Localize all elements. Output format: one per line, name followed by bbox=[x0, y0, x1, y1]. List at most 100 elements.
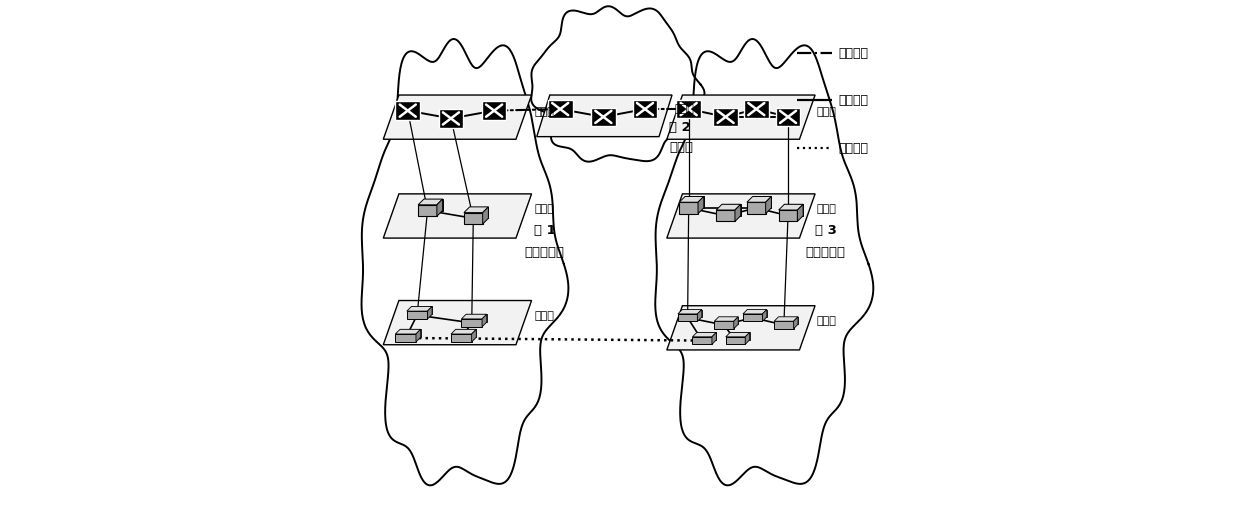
Polygon shape bbox=[746, 202, 765, 213]
Polygon shape bbox=[743, 310, 766, 314]
Polygon shape bbox=[407, 306, 432, 311]
Polygon shape bbox=[730, 333, 750, 340]
Polygon shape bbox=[482, 314, 487, 327]
Polygon shape bbox=[362, 39, 568, 485]
Polygon shape bbox=[451, 329, 476, 334]
Polygon shape bbox=[667, 95, 815, 139]
Polygon shape bbox=[722, 204, 740, 215]
Polygon shape bbox=[725, 333, 750, 337]
Polygon shape bbox=[482, 207, 489, 224]
Polygon shape bbox=[697, 310, 702, 322]
Polygon shape bbox=[667, 194, 815, 238]
Text: 核心层: 核心层 bbox=[817, 107, 837, 117]
FancyBboxPatch shape bbox=[548, 100, 573, 118]
Polygon shape bbox=[743, 314, 763, 322]
Polygon shape bbox=[396, 334, 415, 342]
Polygon shape bbox=[682, 310, 702, 317]
Polygon shape bbox=[678, 314, 697, 322]
Text: 域 3: 域 3 bbox=[815, 224, 837, 237]
Polygon shape bbox=[451, 334, 471, 342]
Polygon shape bbox=[785, 204, 804, 215]
Polygon shape bbox=[698, 197, 704, 213]
Polygon shape bbox=[396, 329, 420, 334]
FancyBboxPatch shape bbox=[439, 109, 464, 128]
Polygon shape bbox=[794, 317, 799, 329]
Polygon shape bbox=[407, 311, 428, 319]
Polygon shape bbox=[415, 329, 420, 342]
Polygon shape bbox=[383, 95, 532, 139]
Text: 接入层: 接入层 bbox=[534, 311, 554, 321]
Polygon shape bbox=[678, 310, 702, 314]
Polygon shape bbox=[684, 197, 704, 208]
Polygon shape bbox=[461, 319, 482, 327]
Polygon shape bbox=[774, 321, 794, 329]
Polygon shape bbox=[470, 207, 489, 218]
Polygon shape bbox=[717, 210, 735, 221]
Text: 汇聚层: 汇聚层 bbox=[817, 204, 837, 214]
FancyBboxPatch shape bbox=[713, 108, 738, 126]
FancyBboxPatch shape bbox=[744, 100, 769, 118]
Polygon shape bbox=[748, 310, 766, 317]
Polygon shape bbox=[779, 204, 804, 210]
Polygon shape bbox=[734, 317, 738, 329]
Polygon shape bbox=[464, 207, 489, 212]
Text: 核心层: 核心层 bbox=[675, 104, 694, 114]
Polygon shape bbox=[461, 314, 487, 319]
Text: 域内链路: 域内链路 bbox=[838, 94, 868, 107]
Polygon shape bbox=[424, 199, 443, 211]
Text: 域间链路: 域间链路 bbox=[838, 47, 868, 60]
Polygon shape bbox=[692, 333, 717, 337]
Polygon shape bbox=[765, 197, 771, 213]
Polygon shape bbox=[531, 6, 704, 162]
Text: 业务请求: 业务请求 bbox=[838, 142, 868, 155]
Polygon shape bbox=[655, 39, 873, 485]
FancyBboxPatch shape bbox=[396, 101, 420, 120]
Polygon shape bbox=[719, 317, 738, 324]
Polygon shape bbox=[680, 197, 704, 202]
Polygon shape bbox=[714, 321, 734, 329]
Text: 业务终止域: 业务终止域 bbox=[806, 246, 846, 259]
Polygon shape bbox=[383, 301, 532, 345]
Polygon shape bbox=[774, 317, 799, 321]
FancyBboxPatch shape bbox=[591, 108, 616, 126]
Polygon shape bbox=[753, 197, 771, 208]
Polygon shape bbox=[779, 317, 799, 324]
Text: 域 2: 域 2 bbox=[670, 121, 691, 134]
Polygon shape bbox=[725, 337, 745, 344]
Text: 途经域: 途经域 bbox=[670, 141, 693, 154]
Text: 核心层: 核心层 bbox=[534, 107, 554, 117]
Polygon shape bbox=[464, 212, 482, 224]
FancyBboxPatch shape bbox=[676, 100, 701, 118]
Polygon shape bbox=[735, 204, 740, 221]
Polygon shape bbox=[471, 329, 476, 342]
Text: 域 1: 域 1 bbox=[533, 224, 556, 237]
Polygon shape bbox=[797, 204, 804, 221]
Polygon shape bbox=[401, 329, 420, 337]
Polygon shape bbox=[746, 197, 771, 202]
Polygon shape bbox=[537, 95, 672, 137]
Polygon shape bbox=[692, 337, 712, 344]
FancyBboxPatch shape bbox=[776, 108, 800, 126]
Polygon shape bbox=[428, 306, 432, 319]
Polygon shape bbox=[712, 333, 717, 344]
Polygon shape bbox=[680, 202, 698, 213]
Polygon shape bbox=[714, 317, 738, 321]
Polygon shape bbox=[763, 310, 766, 322]
Polygon shape bbox=[717, 204, 740, 210]
Polygon shape bbox=[436, 199, 443, 216]
Text: 业务起始域: 业务起始域 bbox=[525, 246, 564, 259]
Polygon shape bbox=[418, 199, 443, 205]
Polygon shape bbox=[667, 306, 815, 350]
FancyBboxPatch shape bbox=[632, 100, 657, 118]
Polygon shape bbox=[745, 333, 750, 344]
Polygon shape bbox=[466, 314, 487, 322]
Polygon shape bbox=[383, 194, 532, 238]
Polygon shape bbox=[697, 333, 717, 340]
Polygon shape bbox=[412, 306, 432, 314]
Polygon shape bbox=[456, 329, 476, 337]
Text: 汇聚层: 汇聚层 bbox=[534, 204, 554, 214]
FancyBboxPatch shape bbox=[482, 101, 506, 120]
Polygon shape bbox=[779, 210, 797, 221]
Text: 接入层: 接入层 bbox=[817, 316, 837, 326]
Polygon shape bbox=[418, 205, 436, 216]
